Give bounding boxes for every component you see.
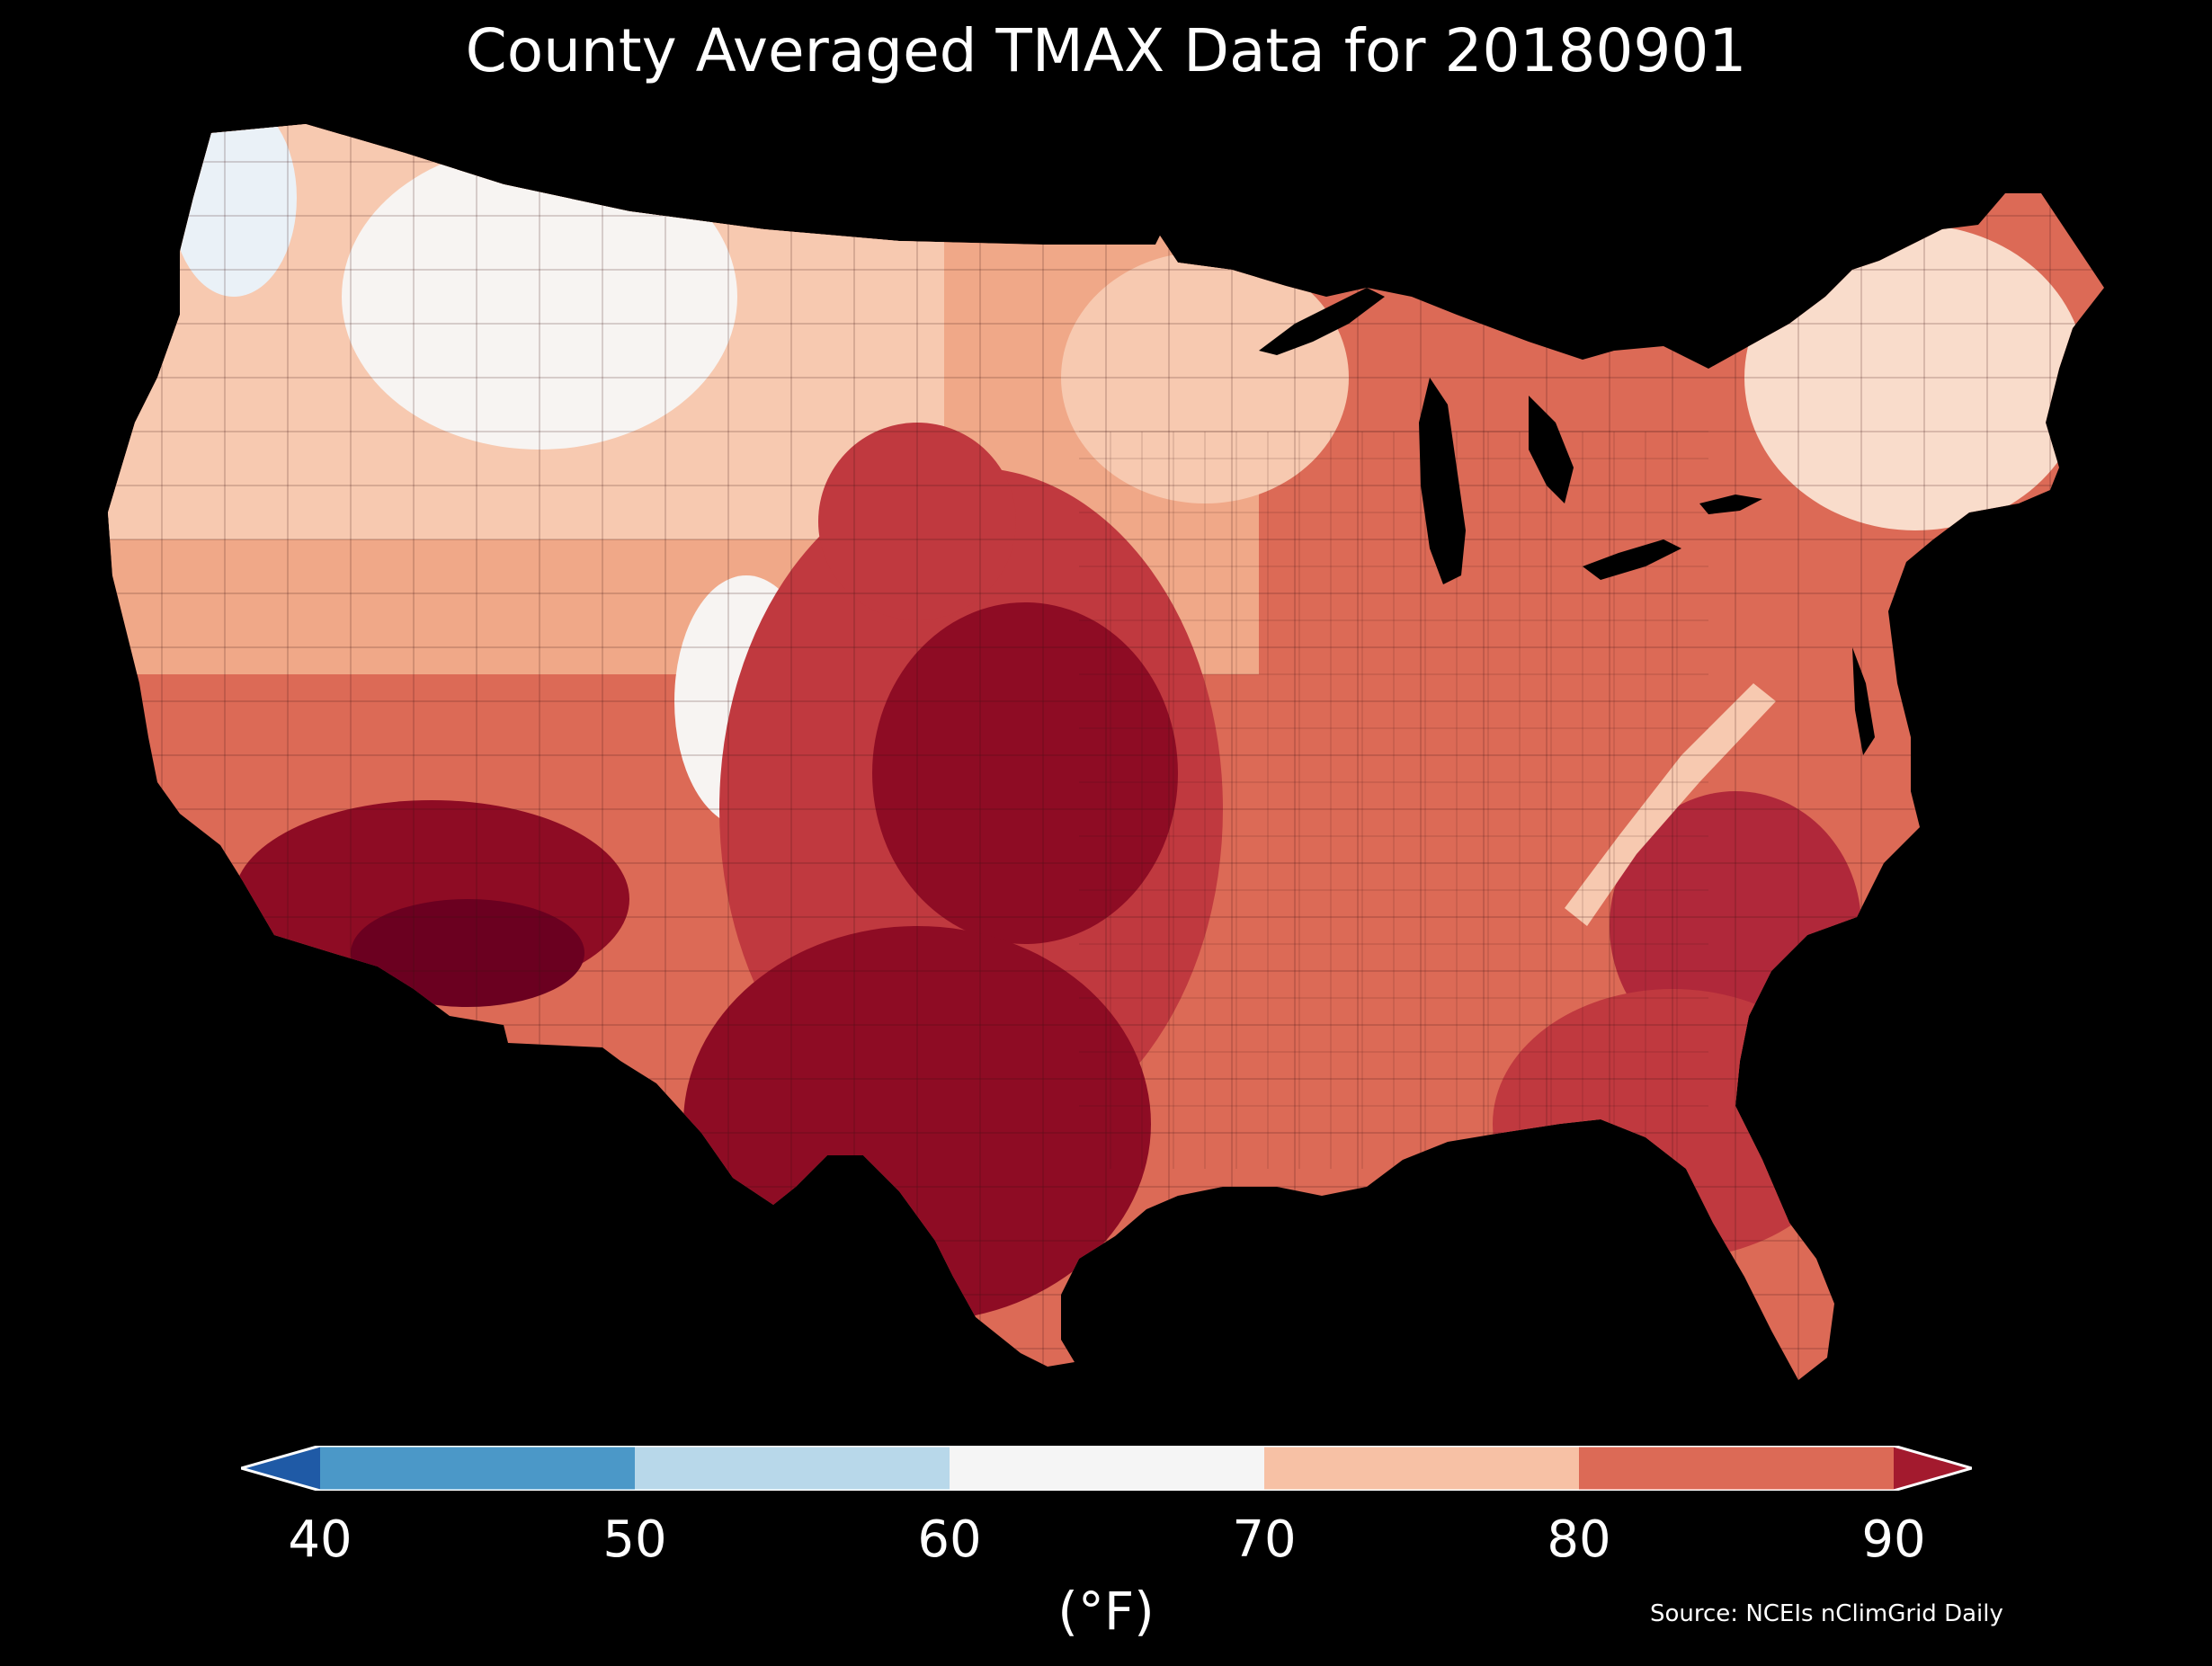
map-area — [108, 124, 2104, 1380]
lake-ontario — [1699, 494, 1762, 514]
colorbar-tick-80: 80 — [1547, 1510, 1611, 1569]
colorbar-tick-90: 90 — [1861, 1510, 1926, 1569]
map-title: County Averaged TMAX Data for 20180901 — [465, 16, 1747, 85]
colorbar-bin-60-70 — [950, 1446, 1264, 1491]
colorbar-tick-50: 50 — [602, 1510, 667, 1569]
colorbar-unit-label: (°F) — [1057, 1581, 1155, 1642]
colorbar-tick-40: 40 — [288, 1510, 352, 1569]
lake-superior — [1259, 288, 1385, 355]
chesapeake-bay — [1852, 647, 1875, 755]
colorbar-tick-70: 70 — [1232, 1510, 1297, 1569]
source-credit: Source: NCEIs nClimGrid Daily — [1650, 1600, 2003, 1627]
colorbar-tick-60: 60 — [917, 1510, 982, 1569]
lake-erie — [1583, 539, 1681, 580]
colorbar-extend-high — [1894, 1446, 1972, 1491]
colorbar-bin-80-90 — [1579, 1446, 1894, 1491]
lake-michigan — [1419, 378, 1466, 584]
colorbar-bin-40-50 — [320, 1446, 635, 1491]
colorbar-bin-50-60 — [635, 1446, 950, 1491]
lake-huron — [1529, 396, 1574, 503]
colorbar-extend-low — [241, 1446, 320, 1491]
colorbar-bin-70-80 — [1264, 1446, 1579, 1491]
colorbar — [241, 1446, 1972, 1491]
us-county-map — [108, 124, 2104, 1380]
